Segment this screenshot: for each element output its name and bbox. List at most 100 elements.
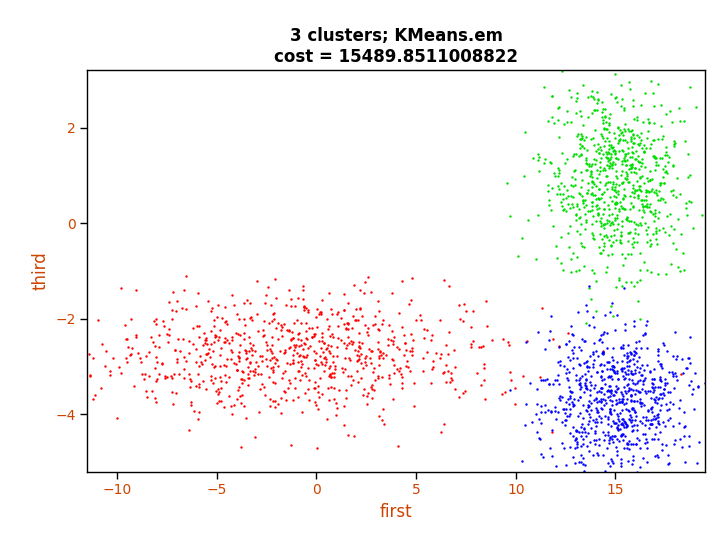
Point <box>607 344 619 352</box>
Point <box>599 411 611 420</box>
Point <box>446 375 458 384</box>
Point <box>571 267 582 276</box>
Point <box>581 474 593 483</box>
Point <box>604 408 616 417</box>
Point <box>648 429 660 438</box>
Point <box>261 341 273 350</box>
Point <box>201 339 213 348</box>
Point <box>612 138 624 147</box>
Point <box>630 386 642 395</box>
Point <box>609 199 621 208</box>
Point <box>661 167 672 176</box>
Point <box>657 165 669 173</box>
Point <box>310 359 322 368</box>
Point <box>610 396 622 404</box>
Point <box>440 360 451 369</box>
Point <box>116 284 127 293</box>
Point <box>550 461 561 470</box>
Point <box>537 304 548 312</box>
Point <box>577 401 589 410</box>
Point <box>675 267 686 276</box>
Point <box>241 354 252 363</box>
Point <box>620 399 632 408</box>
Point <box>270 379 281 388</box>
Point <box>193 415 204 423</box>
Point <box>535 450 547 459</box>
Point <box>322 383 334 392</box>
Point <box>579 379 591 388</box>
Point <box>604 461 616 470</box>
Point <box>598 475 610 483</box>
Point <box>623 437 635 446</box>
Point <box>292 349 303 358</box>
Point <box>654 375 666 383</box>
Point <box>593 195 605 203</box>
Point <box>592 193 603 202</box>
Point <box>652 135 664 144</box>
Point <box>611 424 622 433</box>
Point <box>398 351 410 359</box>
Point <box>298 302 310 311</box>
Point <box>591 106 603 114</box>
Point <box>619 125 630 133</box>
Point <box>244 358 256 367</box>
Point <box>560 404 571 413</box>
Point <box>596 108 608 117</box>
Point <box>577 133 588 142</box>
Point <box>338 319 350 328</box>
Point <box>626 384 638 393</box>
Point <box>604 407 616 416</box>
Point <box>642 223 654 231</box>
Point <box>588 269 600 278</box>
Point <box>521 338 532 346</box>
Point <box>640 201 652 210</box>
Point <box>366 393 377 402</box>
Point <box>616 160 627 169</box>
Point <box>564 355 576 364</box>
Point <box>382 340 394 349</box>
Point <box>238 402 250 410</box>
Point <box>550 415 562 424</box>
Point <box>630 366 641 375</box>
Point <box>582 186 594 195</box>
Point <box>570 209 582 218</box>
Point <box>604 47 616 56</box>
Point <box>616 459 627 467</box>
Point <box>607 178 619 186</box>
Point <box>316 343 327 352</box>
Point <box>606 401 618 410</box>
Point <box>177 335 188 344</box>
Point <box>254 384 266 393</box>
Point <box>244 314 256 322</box>
Point <box>589 339 601 348</box>
Point <box>726 412 727 421</box>
Point <box>294 352 305 360</box>
Point <box>244 358 255 366</box>
Point <box>590 182 602 191</box>
Point <box>604 193 616 202</box>
Point <box>355 358 366 367</box>
Point <box>614 512 626 520</box>
Point <box>268 353 280 362</box>
Point <box>592 174 603 183</box>
Point <box>584 352 595 361</box>
Point <box>179 374 190 383</box>
Point <box>622 370 634 378</box>
Point <box>662 212 673 221</box>
Point <box>614 236 626 244</box>
Point <box>628 351 640 360</box>
Point <box>614 147 625 156</box>
Point <box>449 385 461 393</box>
Point <box>481 322 493 331</box>
Point <box>574 189 585 198</box>
Point <box>198 356 210 364</box>
Point <box>590 195 602 203</box>
Point <box>171 358 182 366</box>
Point <box>635 399 647 408</box>
Point <box>640 185 651 194</box>
Point <box>573 205 585 214</box>
Point <box>575 423 587 432</box>
Point <box>683 431 695 440</box>
Point <box>566 322 577 331</box>
Point <box>603 372 615 380</box>
